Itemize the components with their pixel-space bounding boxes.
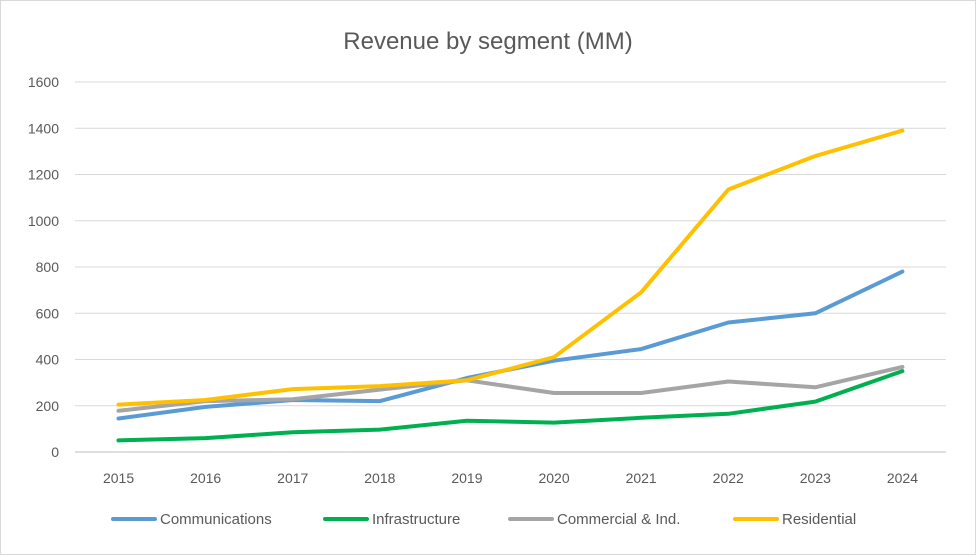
x-tick-label: 2024: [887, 470, 918, 486]
y-axis-ticks: 0 200 400 600 800 1000 1200 1400 1600: [28, 74, 59, 460]
gridlines: [75, 81, 946, 453]
x-tick-label: 2018: [364, 470, 395, 486]
x-tick-label: 2023: [800, 470, 831, 486]
series-line-residential: [116, 128, 905, 407]
x-tick-label: 2022: [713, 470, 744, 486]
y-tick-label: 400: [36, 352, 60, 368]
series-lines: [116, 128, 905, 443]
legend-label: Residential: [782, 511, 856, 528]
y-tick-label: 1200: [28, 167, 59, 183]
series-line-infrastructure: [116, 369, 905, 443]
x-tick-label: 2016: [190, 470, 221, 486]
legend-label: Infrastructure: [372, 511, 460, 528]
y-tick-label: 0: [51, 444, 59, 460]
y-tick-label: 1600: [28, 74, 59, 90]
x-tick-label: 2021: [626, 470, 657, 486]
y-tick-label: 200: [36, 398, 60, 414]
series-line-commercial-ind: [116, 364, 905, 413]
y-tick-label: 1400: [28, 120, 59, 136]
x-tick-label: 2015: [103, 470, 134, 486]
x-tick-label: 2019: [451, 470, 482, 486]
legend-label: Commercial & Ind.: [557, 511, 680, 528]
x-tick-label: 2017: [277, 470, 308, 486]
chart-title: Revenue by segment (MM): [343, 28, 632, 55]
y-tick-label: 600: [36, 305, 60, 321]
x-axis-ticks: 2015 2016 2017 2018 2019 2020 2021 2022 2023 2024: [103, 470, 918, 486]
y-tick-label: 800: [36, 259, 60, 275]
legend: Communications Infrastructure Commercial &…: [111, 511, 856, 528]
x-tick-label: 2020: [538, 470, 569, 486]
y-tick-label: 1000: [28, 213, 59, 229]
legend-label: Communications: [160, 511, 272, 528]
